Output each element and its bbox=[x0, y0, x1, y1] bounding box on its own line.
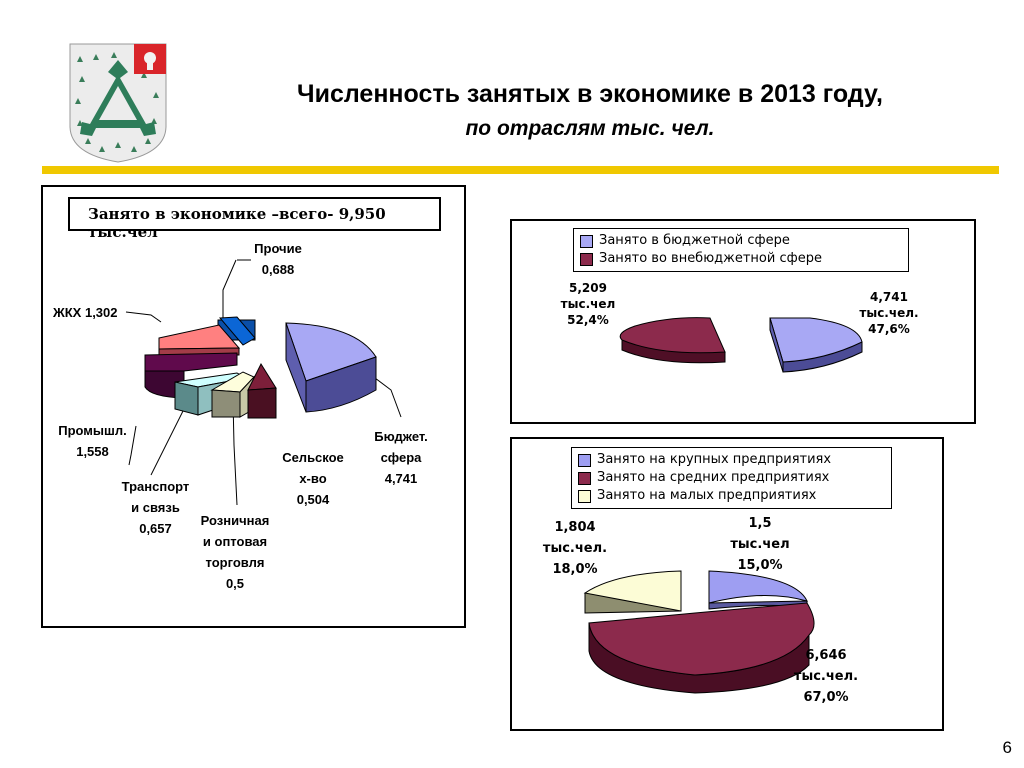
slice-other bbox=[218, 316, 256, 346]
legend-item-small: Занято на малых предприятиях bbox=[578, 487, 885, 505]
slice-nonbudget bbox=[619, 317, 726, 354]
label-transport: Транспорт и связь 0,657 bbox=[121, 479, 190, 536]
sector-pie-chart bbox=[125, 259, 402, 506]
budget-legend: Занято в бюджетной сфере Занято во внебю… bbox=[573, 228, 909, 272]
label-budget-sphere: 4,741 тыс.чел. 47,6% bbox=[859, 290, 919, 336]
header-rule bbox=[42, 166, 999, 174]
total-employed-box: Занято в экономике –всего- 9,950 тыс.чел bbox=[68, 197, 441, 241]
label-agri: Сельское х-во 0,504 bbox=[282, 450, 344, 507]
label-nonbudget: 5,209 тыс.чел 52,4% bbox=[560, 281, 616, 327]
label-large: 1,5 тыс.чел 15,0% bbox=[730, 516, 790, 573]
slice-medium bbox=[588, 602, 815, 676]
label-budget: Бюджет. сфера 4,741 bbox=[374, 429, 428, 486]
page-number: 6 bbox=[1002, 738, 1012, 757]
slice-budget-sphere bbox=[769, 317, 863, 363]
page-title: Численность занятых в экономике в 2013 г… bbox=[297, 80, 883, 108]
label-other: Прочие 0,688 bbox=[254, 241, 302, 277]
label-medium: 6,646 тыс.чел. 67,0% bbox=[793, 648, 859, 705]
coat-of-arms-icon bbox=[68, 42, 168, 164]
budget-pie-chart bbox=[619, 317, 863, 373]
slice-industry bbox=[144, 352, 238, 372]
legend-item-budget: Занято в бюджетной сфере bbox=[580, 232, 902, 250]
enterprise-pie-chart bbox=[583, 570, 815, 694]
slice-small bbox=[583, 570, 682, 612]
legend-item-medium: Занято на средних предприятиях bbox=[578, 469, 885, 487]
label-housing: ЖКХ 1,302 bbox=[53, 305, 118, 320]
page-subtitle: по отраслям тыс. чел. bbox=[465, 117, 715, 140]
label-industry: Промышл. 1,558 bbox=[58, 423, 127, 459]
enterprise-legend: Занято на крупных предприятиях Занято на… bbox=[571, 447, 892, 509]
legend-item-nonbudget: Занято во внебюджетной сфере bbox=[580, 250, 902, 268]
label-retail: Розничная и оптовая торговля 0,5 bbox=[200, 513, 270, 591]
legend-item-large: Занято на крупных предприятиях bbox=[578, 451, 885, 469]
label-small: 1,804 тыс.чел. 18,0% bbox=[542, 520, 608, 577]
